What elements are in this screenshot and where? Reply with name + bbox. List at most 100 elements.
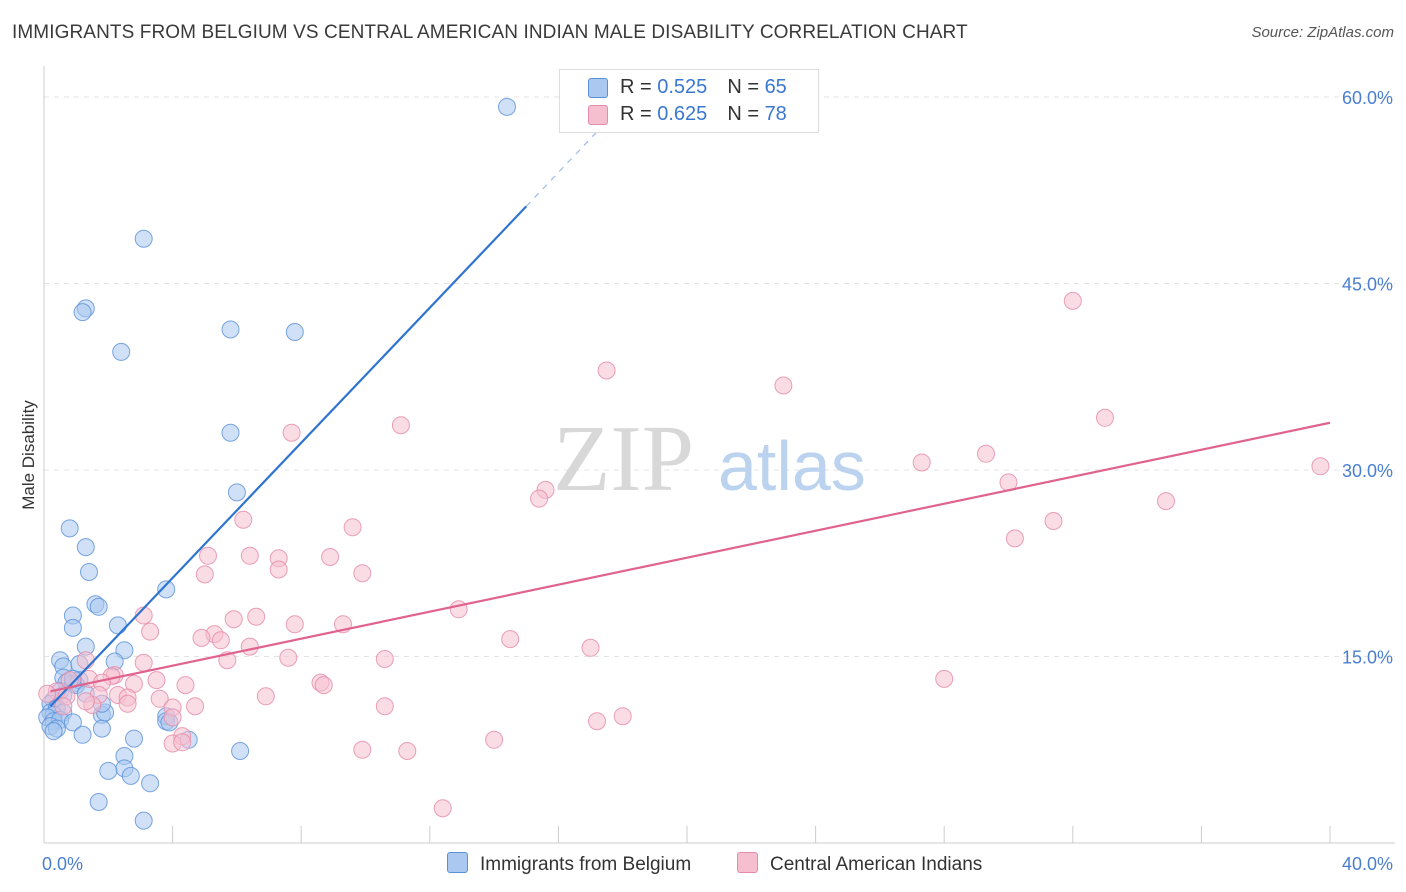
watermark-zip: ZIP xyxy=(553,407,694,511)
point-central-american xyxy=(282,423,301,442)
point-central-american xyxy=(353,564,372,583)
point-central-american xyxy=(433,799,452,818)
point-belgium xyxy=(112,342,131,361)
legend-swatch-belgium xyxy=(588,78,608,98)
point-central-american xyxy=(199,546,217,565)
point-belgium xyxy=(285,323,304,341)
watermark: ZIP atlas xyxy=(553,407,866,511)
point-central-american xyxy=(147,671,166,690)
point-central-american xyxy=(588,712,606,731)
point-belgium xyxy=(125,729,143,748)
point-central-american xyxy=(192,628,211,647)
point-central-american xyxy=(1044,512,1063,530)
point-belgium xyxy=(221,320,240,339)
grid-lines xyxy=(44,96,1395,657)
point-belgium xyxy=(89,597,108,616)
point-central-american xyxy=(485,730,504,749)
series-legend-belgium[interactable]: Immigrants from Belgium xyxy=(447,852,691,876)
point-central-american xyxy=(343,518,362,537)
point-belgium xyxy=(157,580,176,599)
point-central-american xyxy=(195,565,214,584)
point-belgium xyxy=(73,303,92,322)
point-central-american xyxy=(134,653,153,672)
point-central-american xyxy=(224,610,243,629)
point-central-american xyxy=(240,546,259,565)
point-central-american xyxy=(173,733,192,752)
point-central-american xyxy=(234,510,253,529)
point-central-american xyxy=(1096,408,1114,427)
point-belgium xyxy=(89,793,108,811)
y-axis-label: Male Disability xyxy=(19,400,38,510)
watermark-atlas: atlas xyxy=(718,427,866,505)
trend-line-belgium xyxy=(49,205,528,707)
point-central-american xyxy=(613,707,632,726)
point-central-american xyxy=(76,651,95,670)
point-central-american xyxy=(118,694,137,713)
point-central-american xyxy=(176,676,195,695)
series-legend-central-american[interactable]: Central American Indians xyxy=(737,852,982,876)
point-central-american xyxy=(581,638,600,657)
correlation-legend: R = 0.525 N = 65 R = 0.625 N = 78 xyxy=(559,69,819,133)
legend-n-label: N = xyxy=(727,103,765,125)
series-label-central-american: Central American Indians xyxy=(770,854,983,875)
point-central-american xyxy=(530,489,549,508)
point-belgium xyxy=(108,616,127,635)
point-central-american xyxy=(54,697,73,716)
point-central-american xyxy=(240,637,259,656)
point-central-american xyxy=(279,648,298,667)
point-belgium xyxy=(134,229,153,248)
point-central-american xyxy=(314,676,333,695)
point-central-american xyxy=(186,697,205,716)
point-central-american xyxy=(1005,529,1024,548)
source-credit: Source: ZipAtlas.com xyxy=(1251,24,1394,41)
point-central-american xyxy=(256,687,275,706)
point-central-american xyxy=(1063,291,1082,310)
point-central-american xyxy=(1157,492,1175,511)
point-belgium xyxy=(141,774,160,793)
legend-r-label: R = xyxy=(620,76,658,98)
x-tick-label: 0.0% xyxy=(42,854,83,874)
y-tick-label: 45.0% xyxy=(1342,275,1393,295)
point-belgium xyxy=(73,725,92,744)
point-central-american xyxy=(391,416,410,435)
legend-n-value: 78 xyxy=(764,103,787,125)
point-central-american xyxy=(76,692,95,711)
point-central-american xyxy=(398,742,417,760)
point-central-american xyxy=(912,453,931,472)
data-points xyxy=(38,97,1330,830)
y-tick-label: 30.0% xyxy=(1342,461,1393,481)
legend-swatch-central-american xyxy=(588,105,608,125)
point-belgium xyxy=(231,742,250,760)
point-central-american xyxy=(285,615,304,634)
legend-stats-belgium: R = 0.525 N = 65 xyxy=(620,76,787,99)
chart-title: IMMIGRANTS FROM BELGIUM VS CENTRAL AMERI… xyxy=(12,22,968,43)
point-belgium xyxy=(63,618,82,637)
y-tick-label: 60.0% xyxy=(1342,88,1393,108)
point-central-american xyxy=(150,689,169,708)
legend-n-value: 65 xyxy=(764,76,787,98)
legend-r-label: R = xyxy=(620,103,658,125)
point-central-american xyxy=(141,622,160,641)
series-swatch-central-american xyxy=(737,852,758,873)
series-label-belgium: Immigrants from Belgium xyxy=(480,854,692,875)
point-central-american xyxy=(247,607,266,626)
point-central-american xyxy=(211,631,230,650)
point-belgium xyxy=(63,713,82,732)
point-central-american xyxy=(321,548,340,566)
point-central-american xyxy=(375,650,394,668)
point-central-american xyxy=(977,444,995,463)
point-central-american xyxy=(935,669,954,688)
legend-stats-central-american: R = 0.625 N = 78 xyxy=(620,103,787,126)
point-belgium xyxy=(498,97,516,116)
point-belgium xyxy=(221,423,240,442)
point-central-american xyxy=(375,697,394,716)
point-belgium xyxy=(80,563,98,581)
y-tick-label: 15.0% xyxy=(1342,648,1393,668)
legend-n-label: N = xyxy=(727,76,765,98)
point-central-american xyxy=(774,376,793,395)
point-central-american xyxy=(163,708,182,727)
point-belgium xyxy=(227,483,246,502)
trend-line-central-american xyxy=(50,421,1331,693)
point-central-american xyxy=(1311,457,1330,476)
